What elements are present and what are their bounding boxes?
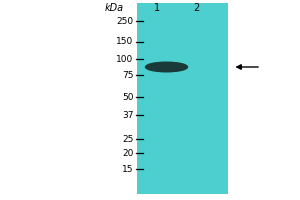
Text: 150: 150 [116,38,134,46]
Text: 100: 100 [116,54,134,64]
Text: 1: 1 [154,3,160,13]
Text: kDa: kDa [104,3,124,13]
Text: 50: 50 [122,92,134,102]
Text: 37: 37 [122,110,134,119]
Ellipse shape [146,62,188,72]
FancyBboxPatch shape [136,3,228,194]
Text: 250: 250 [116,17,134,25]
Text: 25: 25 [122,134,134,144]
Text: 15: 15 [122,164,134,173]
Text: 2: 2 [194,3,200,13]
Text: 75: 75 [122,71,134,79]
Text: 20: 20 [122,148,134,158]
